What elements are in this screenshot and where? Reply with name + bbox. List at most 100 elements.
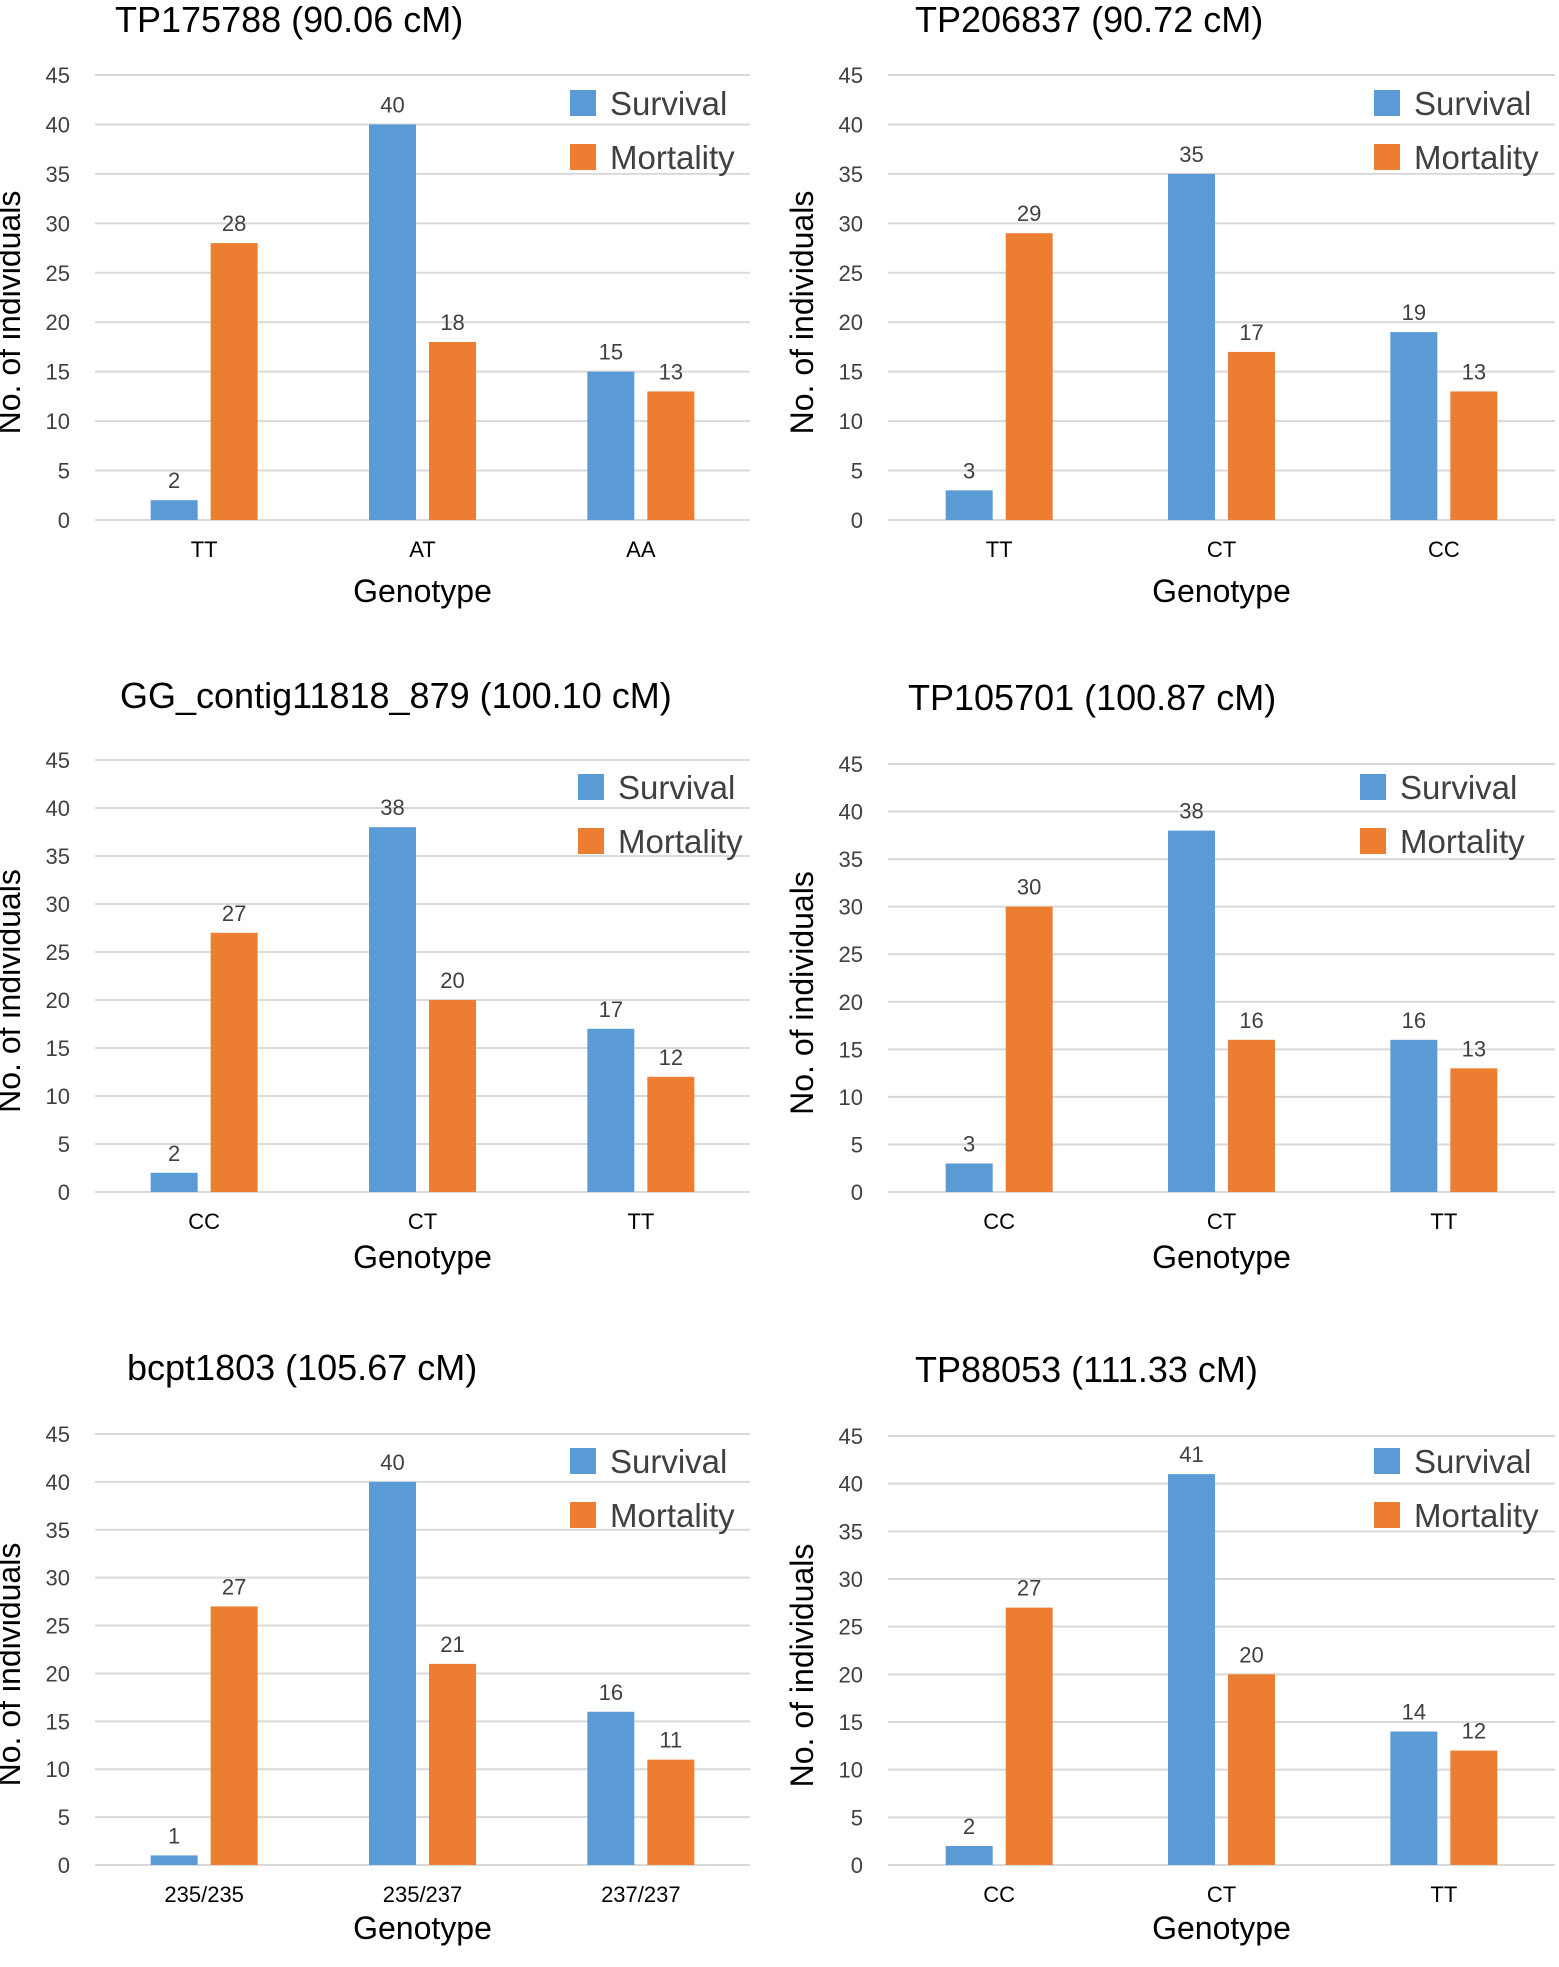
legend-swatch-survival: [1360, 774, 1386, 800]
x-tick-label: 235/237: [383, 1882, 463, 1907]
x-tick-label: CC: [1428, 537, 1460, 562]
bar-mortality-235-237: [429, 1663, 476, 1865]
y-tick-label: 45: [46, 748, 70, 773]
chart-panel-6: TP88053 (111.33 cM) 0 5 10 15 20 25 30 35 40 45 No.…: [784, 1349, 1555, 1946]
data-label: 16: [1239, 1008, 1263, 1033]
data-label: 11: [659, 1728, 682, 1753]
y-tick-label: 35: [839, 847, 863, 872]
data-label: 27: [222, 1574, 246, 1599]
bar-survival-CT: [369, 827, 416, 1192]
data-label: 27: [1017, 1576, 1041, 1601]
y-tick-label: 35: [839, 1519, 863, 1544]
legend-label-survival: Survival: [618, 769, 735, 806]
y-tick-label: 35: [46, 1518, 70, 1543]
y-tick-label: 5: [58, 1132, 70, 1157]
y-tick-label: 5: [851, 459, 863, 484]
y-tick-label: 40: [839, 112, 863, 137]
bar-mortality-CC: [210, 932, 258, 1192]
y-tick-label: 15: [46, 1709, 70, 1734]
y-tick-label: 30: [46, 892, 70, 917]
legend: Survival Mortality: [1374, 1443, 1539, 1534]
legend-swatch-survival: [570, 90, 596, 116]
x-tick-label: TT: [191, 537, 218, 562]
chart-panel-1: TP175788 (90.06 cM) 0 5 10 15 20 25 30 35 40 45 No.…: [0, 0, 750, 609]
y-tick-label: 30: [839, 895, 863, 920]
bar-mortality-AT: [429, 342, 476, 520]
x-tick-label: CT: [408, 1209, 437, 1234]
x-tick-label: CC: [188, 1209, 220, 1234]
legend-label-survival: Survival: [1400, 769, 1517, 806]
y-tick-label: 20: [839, 1662, 863, 1687]
data-label: 3: [963, 1131, 975, 1156]
y-tick-label: 5: [58, 459, 70, 484]
y-tick-label: 0: [58, 1853, 70, 1878]
y-tick-label: 20: [839, 990, 863, 1015]
y-tick-label: 20: [46, 988, 70, 1013]
data-label: 18: [440, 310, 464, 335]
x-tick-label: CT: [1207, 537, 1236, 562]
data-label: 12: [1462, 1719, 1486, 1744]
data-label: 28: [222, 211, 246, 236]
y-tick-label: 5: [851, 1805, 863, 1830]
data-label: 21: [440, 1632, 464, 1657]
y-tick-label: 25: [839, 1615, 863, 1640]
y-tick-label: 25: [839, 942, 863, 967]
x-tick-label: TT: [1430, 1882, 1457, 1907]
y-tick-label: 5: [58, 1805, 70, 1830]
data-label: 2: [963, 1814, 975, 1839]
y-tick-label: 40: [46, 1470, 70, 1495]
legend-swatch-mortality: [570, 144, 596, 170]
chart-panel-4: TP105701 (100.87 cM) 0 5 10 15 20 25 30 35 40 45 No…: [784, 677, 1555, 1275]
y-tick-label: 20: [46, 1661, 70, 1686]
y-tick-label: 15: [839, 1710, 863, 1735]
y-axis-label: No. of individuals: [0, 191, 27, 435]
y-tick-label: 30: [839, 1567, 863, 1592]
x-tick-label: CT: [1207, 1882, 1236, 1907]
y-tick-label: 40: [46, 796, 70, 821]
bar-mortality-CC: [1005, 1607, 1053, 1865]
x-axis-label: Genotype: [353, 1910, 492, 1946]
bar-survival-TT: [150, 500, 198, 520]
x-tick-label: 237/237: [601, 1882, 681, 1907]
legend: Survival Mortality: [1360, 769, 1525, 860]
data-label: 14: [1402, 1700, 1426, 1725]
data-label: 38: [1179, 799, 1203, 824]
data-label: 27: [222, 901, 246, 926]
data-label: 3: [963, 458, 975, 483]
chart-panel-3: GG_contig11818_879 (100.10 cM) 0 5 10 15 20 25…: [0, 675, 750, 1275]
data-label: 20: [1239, 1642, 1263, 1667]
bar-mortality-237-237: [647, 1759, 695, 1865]
bar-survival-TT: [1390, 1731, 1438, 1865]
chart-panel-5: bcpt1803 (105.67 cM) 0 5 10 15 20 25 30 35 40 45 No…: [0, 1347, 750, 1946]
legend-swatch-mortality: [1360, 828, 1386, 854]
bar-survival-CT: [1168, 1474, 1215, 1865]
bar-survival-235-235: [150, 1855, 198, 1865]
y-axis-label: No. of individuals: [784, 1544, 820, 1788]
y-tick-label: 15: [46, 360, 70, 385]
bar-survival-CC: [1390, 332, 1438, 520]
data-label: 16: [599, 1680, 623, 1705]
y-axis-label: No. of individuals: [0, 869, 27, 1113]
y-tick-label: 10: [46, 1757, 70, 1782]
legend: Survival Mortality: [570, 1443, 735, 1534]
y-tick-label: 40: [46, 112, 70, 137]
y-tick-label: 0: [851, 1853, 863, 1878]
data-label: 2: [168, 468, 180, 493]
bar-survival-CC: [150, 1172, 198, 1192]
bar-survival-TT: [1390, 1039, 1438, 1192]
y-tick-label: 0: [58, 508, 70, 533]
data-label: 40: [380, 1450, 404, 1475]
data-label: 40: [380, 92, 404, 117]
legend-label-mortality: Mortality: [610, 1497, 735, 1534]
bar-survival-CC: [945, 1163, 993, 1192]
bar-survival-CC: [945, 1845, 993, 1865]
y-tick-label: 10: [46, 409, 70, 434]
data-label: 38: [380, 795, 404, 820]
y-tick-label: 10: [839, 1758, 863, 1783]
bar-survival-TT: [587, 1028, 635, 1192]
y-axis-label: No. of individuals: [784, 871, 820, 1115]
x-tick-label: CT: [1207, 1209, 1236, 1234]
y-tick-label: 30: [46, 211, 70, 236]
